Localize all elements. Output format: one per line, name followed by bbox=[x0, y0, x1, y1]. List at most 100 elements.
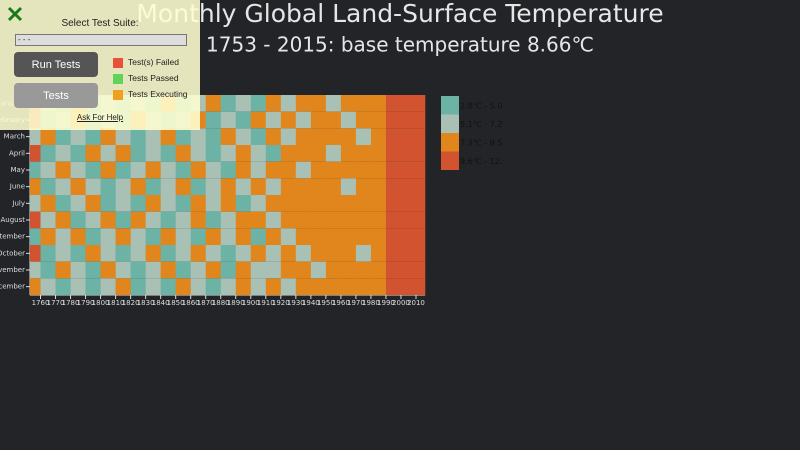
heat-cell bbox=[220, 245, 237, 262]
heat-cell bbox=[85, 145, 101, 162]
heat-cell bbox=[235, 228, 252, 245]
x-tick-label: 1760 bbox=[32, 299, 50, 307]
heat-cell bbox=[145, 245, 161, 262]
heat-cell bbox=[190, 278, 207, 295]
heat-cell bbox=[340, 228, 357, 245]
heat-cell bbox=[40, 211, 56, 229]
heat-cell bbox=[265, 145, 282, 162]
close-icon[interactable] bbox=[7, 6, 23, 22]
x-tick-label: 1810 bbox=[107, 299, 125, 307]
heat-cell bbox=[40, 161, 56, 179]
heat-cell bbox=[355, 261, 372, 279]
heat-cell bbox=[370, 261, 387, 279]
legend-swatch bbox=[441, 114, 459, 133]
heat-cell bbox=[265, 128, 282, 145]
heat-cell bbox=[115, 128, 131, 145]
heat-cell bbox=[100, 278, 116, 295]
heat-cell bbox=[415, 128, 426, 145]
heat-cell bbox=[295, 261, 312, 279]
heat-cell bbox=[265, 228, 282, 245]
x-tick-label: 1840 bbox=[152, 299, 170, 307]
heat-cell bbox=[175, 178, 192, 195]
heat-cell bbox=[205, 128, 222, 145]
heat-cell bbox=[295, 161, 312, 179]
heat-cell bbox=[55, 195, 71, 212]
heat-cell bbox=[370, 161, 387, 179]
heat-cell bbox=[340, 245, 357, 262]
heat-cell bbox=[340, 95, 357, 112]
heat-cell bbox=[370, 178, 387, 195]
heat-cell bbox=[310, 261, 327, 279]
heat-cell bbox=[280, 111, 297, 129]
heat-cell bbox=[190, 228, 207, 245]
heat-cell bbox=[370, 211, 387, 229]
heat-cell bbox=[370, 228, 387, 245]
heat-cell bbox=[310, 195, 327, 212]
heat-cell bbox=[40, 278, 56, 295]
heat-cell bbox=[280, 211, 297, 229]
heat-cell bbox=[310, 278, 327, 295]
heat-cell bbox=[85, 195, 101, 212]
heat-cell bbox=[280, 145, 297, 162]
heat-cell bbox=[400, 161, 417, 179]
heat-cell bbox=[55, 228, 71, 245]
heat-cell bbox=[30, 278, 41, 295]
heat-cell bbox=[220, 128, 237, 145]
legend-label: 9.6℃ - 12. bbox=[460, 157, 502, 166]
heat-cell bbox=[250, 228, 267, 245]
heat-cell bbox=[115, 178, 131, 195]
heat-cell bbox=[295, 245, 312, 262]
heat-cell bbox=[280, 228, 297, 245]
heat-cell bbox=[70, 245, 86, 262]
legend-label: 5.1℃ - 7.2 bbox=[460, 120, 502, 129]
heat-cell bbox=[205, 211, 222, 229]
suite-select[interactable]: - - - bbox=[15, 34, 187, 46]
tests-button[interactable]: Tests bbox=[14, 83, 98, 108]
heat-cell bbox=[385, 161, 402, 179]
heat-cell bbox=[265, 195, 282, 212]
heat-cell bbox=[265, 161, 282, 179]
heat-cell bbox=[400, 178, 417, 195]
heat-cell bbox=[340, 261, 357, 279]
legend-swatch bbox=[441, 96, 459, 115]
y-tick-label: August bbox=[1, 216, 26, 224]
heat-cell bbox=[385, 145, 402, 162]
heat-cell bbox=[205, 111, 222, 129]
heat-cell bbox=[190, 195, 207, 212]
heat-cell bbox=[415, 145, 426, 162]
heat-cell bbox=[325, 245, 342, 262]
heat-cell bbox=[415, 178, 426, 195]
run-tests-button[interactable]: Run Tests bbox=[14, 52, 98, 77]
heat-cell bbox=[190, 261, 207, 279]
heat-cell bbox=[235, 128, 252, 145]
heat-cell bbox=[235, 95, 252, 112]
heat-cell bbox=[55, 128, 71, 145]
heat-cell bbox=[175, 278, 192, 295]
heat-cell bbox=[280, 261, 297, 279]
heat-cell bbox=[160, 145, 176, 162]
heat-cell bbox=[160, 195, 176, 212]
heat-cell bbox=[55, 245, 71, 262]
heat-cell bbox=[295, 111, 312, 129]
heat-cell bbox=[295, 228, 312, 245]
heat-cell bbox=[280, 95, 297, 112]
status-swatch bbox=[113, 90, 123, 100]
heat-cell bbox=[265, 278, 282, 295]
heat-cell bbox=[385, 195, 402, 212]
heat-cell bbox=[385, 261, 402, 279]
help-link[interactable]: Ask For Help bbox=[76, 113, 124, 122]
heat-cell bbox=[325, 211, 342, 229]
heat-cell bbox=[100, 261, 116, 279]
heat-cell bbox=[400, 228, 417, 245]
heat-cell bbox=[385, 178, 402, 195]
x-tick-label: 1830 bbox=[137, 299, 155, 307]
heat-cell bbox=[160, 228, 176, 245]
heat-cell bbox=[70, 228, 86, 245]
legend-swatch bbox=[441, 151, 459, 170]
heat-cell bbox=[115, 278, 131, 295]
heat-cell bbox=[250, 145, 267, 162]
status-swatch bbox=[113, 58, 123, 68]
heat-cell bbox=[310, 128, 327, 145]
heat-cell bbox=[295, 211, 312, 229]
heat-cell bbox=[205, 261, 222, 279]
